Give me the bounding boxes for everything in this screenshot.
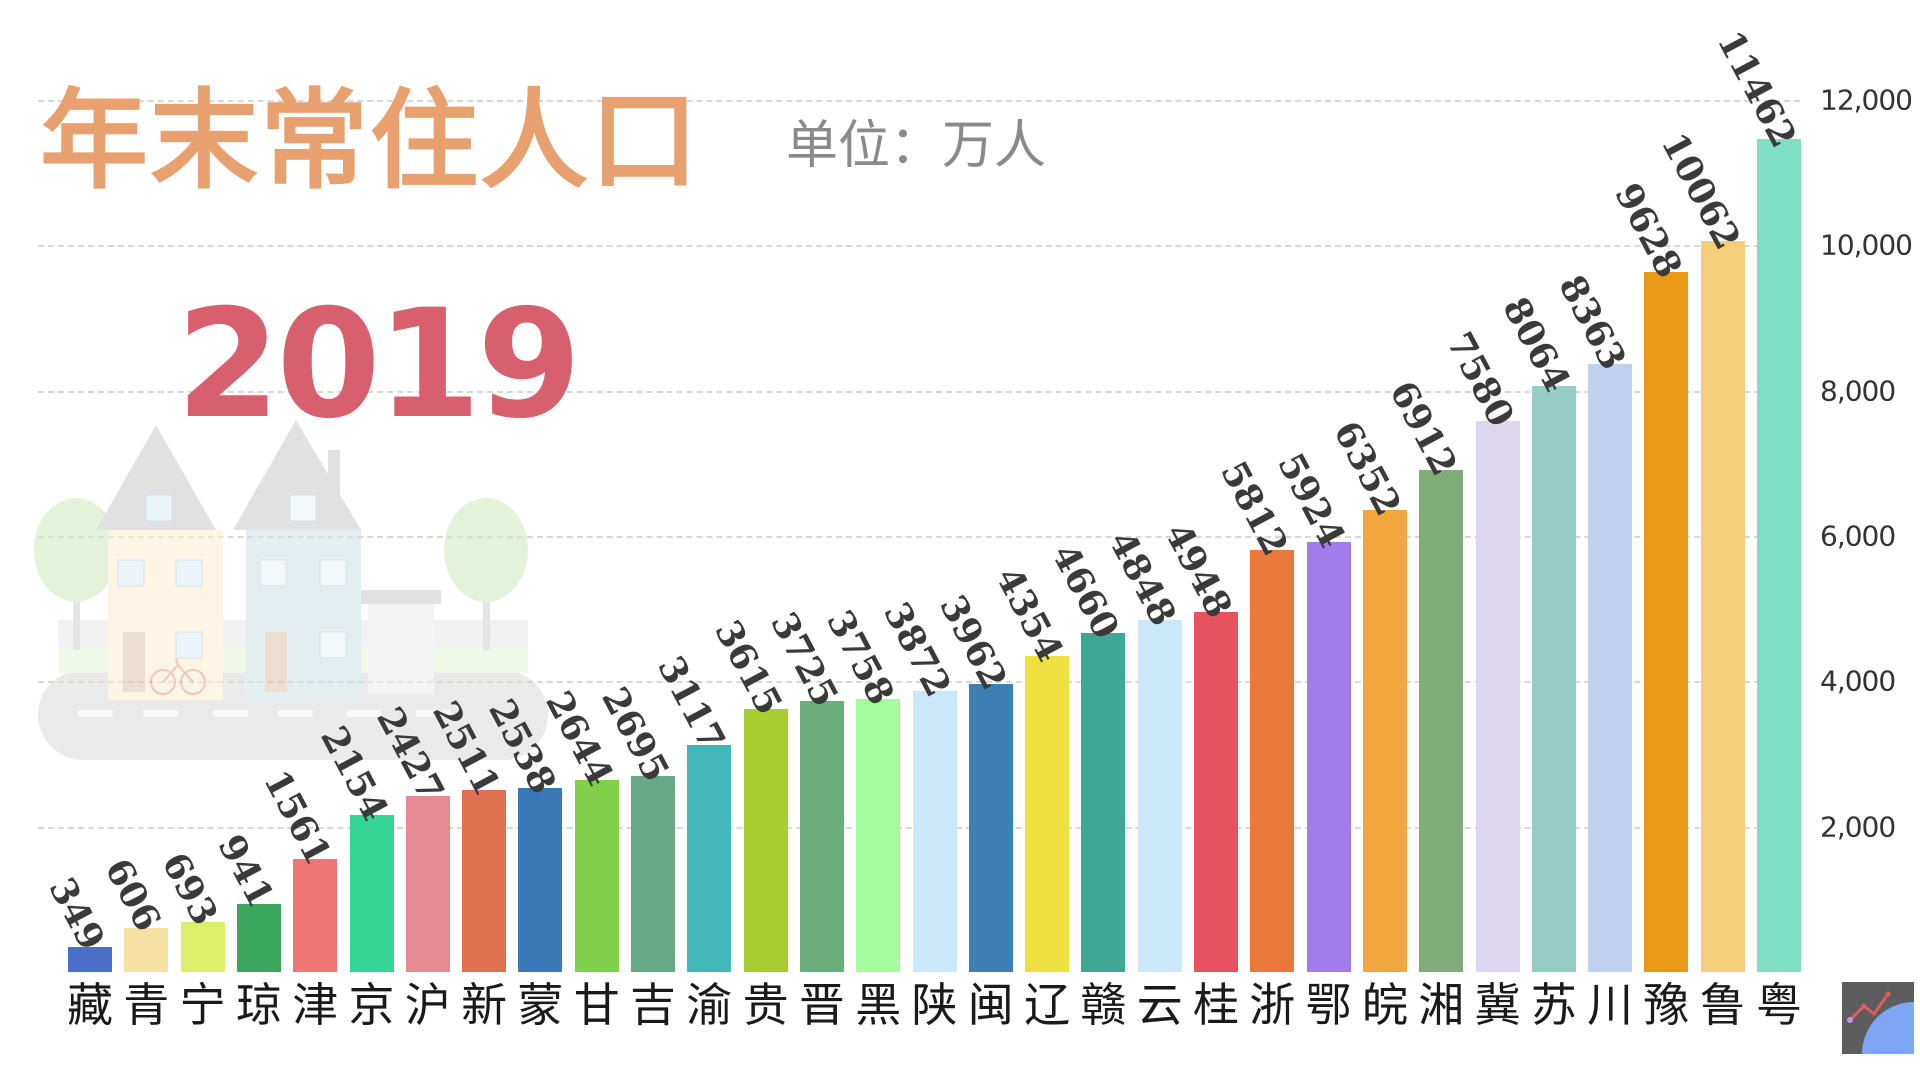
x-axis-label: 蒙 bbox=[517, 978, 564, 1032]
bar bbox=[968, 684, 1013, 972]
bar bbox=[1250, 549, 1295, 972]
tree-icon bbox=[444, 498, 528, 602]
y-tick-label: 12,000 bbox=[1820, 83, 1913, 117]
x-axis-label: 渝 bbox=[686, 978, 733, 1032]
value-label: 349 bbox=[40, 870, 113, 957]
y-tick-label: 6,000 bbox=[1820, 519, 1896, 553]
bar bbox=[462, 789, 507, 972]
value-label: 941 bbox=[209, 827, 282, 914]
gridline bbox=[38, 536, 1800, 538]
x-axis-label: 皖 bbox=[1361, 978, 1408, 1032]
x-axis-label: 新 bbox=[461, 978, 508, 1032]
x-axis-label: 津 bbox=[292, 978, 339, 1032]
bar bbox=[1644, 272, 1689, 972]
bar bbox=[1081, 633, 1126, 972]
y-tick-label: 4,000 bbox=[1820, 664, 1896, 698]
tree-icon bbox=[34, 498, 118, 602]
bar bbox=[1137, 619, 1182, 972]
x-axis-label: 吉 bbox=[630, 978, 676, 1032]
bar bbox=[1419, 469, 1464, 972]
year-label: 2019 bbox=[176, 278, 581, 452]
bar bbox=[1362, 510, 1407, 972]
house-roof-icon bbox=[96, 425, 216, 530]
bar bbox=[1194, 612, 1238, 972]
bar bbox=[912, 690, 957, 972]
value-label: 9628 bbox=[1606, 176, 1691, 285]
value-label: 11462 bbox=[1708, 24, 1805, 155]
x-axis-label: 藏 bbox=[67, 978, 113, 1032]
bar bbox=[1757, 139, 1801, 972]
houses-street-illustration bbox=[34, 420, 548, 760]
gridline bbox=[38, 245, 1800, 248]
x-axis-label: 川 bbox=[1587, 978, 1634, 1032]
bar bbox=[631, 776, 675, 972]
x-axis-label: 湘 bbox=[1418, 978, 1465, 1032]
bicycle-icon bbox=[150, 657, 206, 695]
x-axis-label: 赣 bbox=[1080, 978, 1127, 1032]
bar bbox=[405, 795, 450, 972]
gridline bbox=[38, 681, 1800, 684]
x-axis-label: 黑 bbox=[855, 978, 902, 1032]
bar bbox=[1588, 364, 1633, 972]
value-label: 8363 bbox=[1550, 268, 1635, 377]
y-tick-label: 10,000 bbox=[1820, 228, 1913, 262]
bar bbox=[180, 921, 225, 972]
unit-label: 单位：万人 bbox=[786, 116, 1047, 176]
x-axis-label: 鲁 bbox=[1699, 978, 1746, 1032]
value-label: 6352 bbox=[1325, 414, 1410, 524]
trend-chart-logo-icon bbox=[1842, 982, 1914, 1054]
x-axis-label: 云 bbox=[1136, 978, 1183, 1032]
x-axis-label: 陕 bbox=[911, 978, 958, 1032]
x-axis-label: 闽 bbox=[967, 978, 1014, 1032]
x-axis-label: 琼 bbox=[235, 978, 282, 1032]
x-axis-label: 青 bbox=[123, 978, 170, 1032]
bar bbox=[1475, 421, 1520, 972]
bar bbox=[293, 858, 338, 972]
bar bbox=[743, 709, 788, 972]
bar bbox=[1025, 655, 1070, 972]
bar bbox=[1700, 240, 1745, 972]
x-axis-label: 浙 bbox=[1249, 978, 1296, 1032]
bar bbox=[124, 927, 169, 972]
bar bbox=[1306, 541, 1351, 972]
bar bbox=[1531, 386, 1576, 972]
x-axis-label: 冀 bbox=[1474, 978, 1521, 1032]
x-axis-label: 豫 bbox=[1643, 978, 1690, 1032]
chart-title: 年末常住人口 bbox=[40, 79, 701, 204]
house-icon bbox=[246, 530, 361, 700]
bar bbox=[799, 701, 844, 972]
x-axis-label: 苏 bbox=[1530, 978, 1577, 1032]
value-label: 3117 bbox=[649, 649, 734, 759]
bar bbox=[574, 779, 619, 972]
x-axis-label: 鄂 bbox=[1305, 978, 1352, 1032]
bar bbox=[236, 903, 281, 972]
x-axis-label: 沪 bbox=[404, 978, 451, 1032]
bar bbox=[349, 815, 394, 972]
y-tick-label: 2,000 bbox=[1820, 810, 1896, 844]
gridline bbox=[38, 390, 1800, 393]
gridline bbox=[38, 100, 1800, 102]
x-axis-label: 辽 bbox=[1024, 978, 1071, 1032]
x-axis-label: 桂 bbox=[1193, 978, 1239, 1032]
bar bbox=[68, 946, 112, 972]
x-axis-label: 京 bbox=[348, 978, 395, 1032]
y-tick-label: 8,000 bbox=[1820, 374, 1896, 408]
x-axis-label: 晋 bbox=[798, 978, 845, 1032]
x-axis-label: 宁 bbox=[179, 978, 226, 1032]
x-axis-label: 贵 bbox=[742, 978, 789, 1032]
value-label: 7580 bbox=[1437, 325, 1522, 434]
bar bbox=[687, 745, 732, 972]
bar bbox=[856, 698, 901, 972]
x-axis-label: 甘 bbox=[573, 978, 620, 1032]
bar bbox=[518, 787, 563, 972]
x-axis-label: 粤 bbox=[1756, 978, 1802, 1032]
